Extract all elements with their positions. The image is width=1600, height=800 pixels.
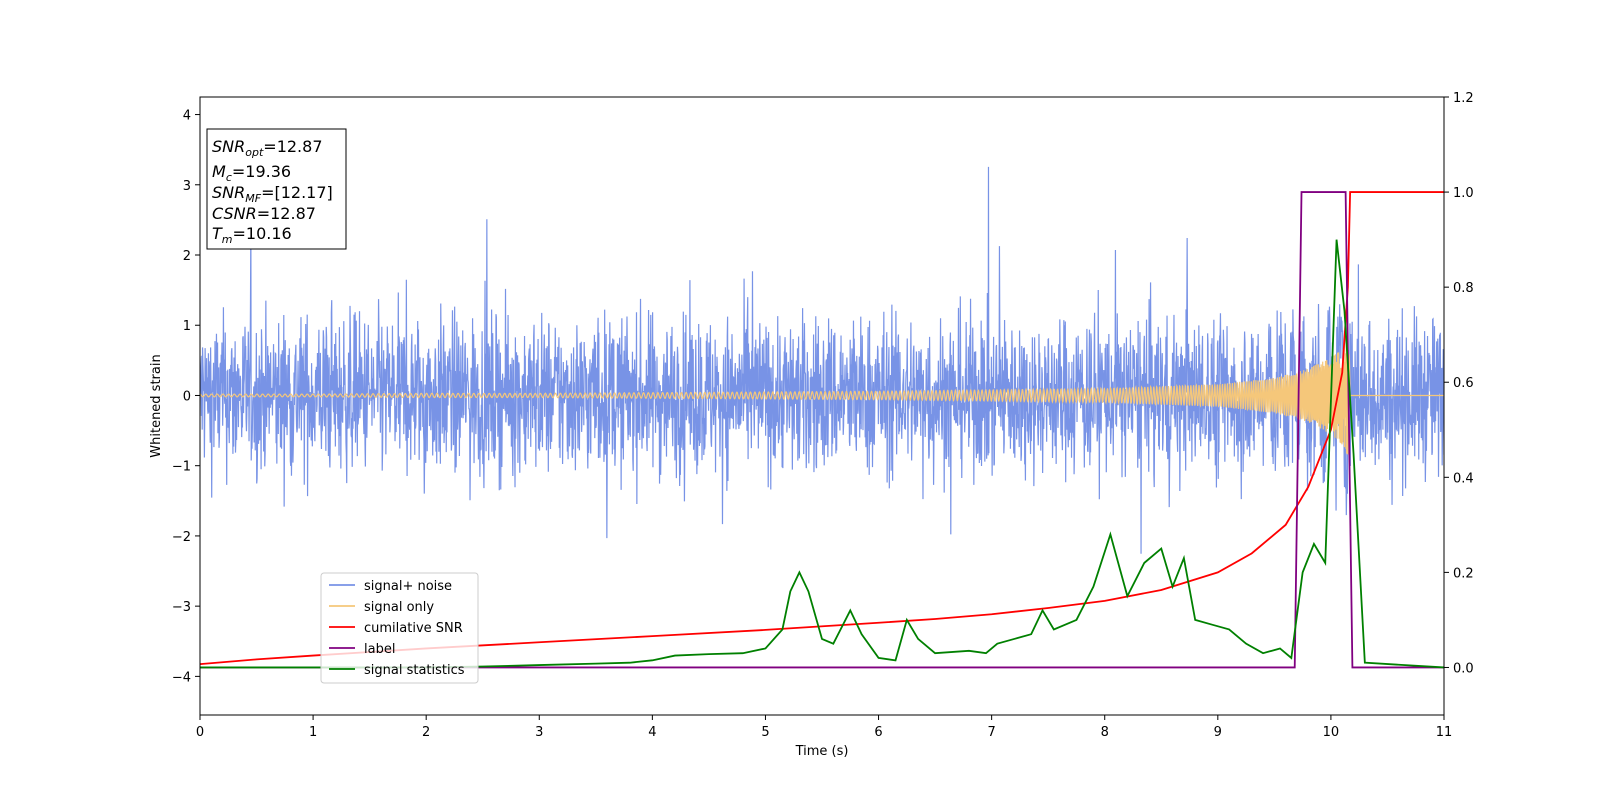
y-left-tick-label: 3 <box>183 179 191 194</box>
series-cumulative-snr <box>200 191 1444 666</box>
x-axis-title: Time (s) <box>795 744 849 759</box>
y-left-tick-label: −4 <box>172 670 191 685</box>
x-tick-label: 9 <box>1214 725 1222 740</box>
legend-entry: cumilative SNR <box>364 621 463 636</box>
legend-entry: signal only <box>364 600 434 615</box>
y-left-tick-label: 2 <box>183 249 191 264</box>
series-signal-noise <box>200 166 1444 554</box>
y-right-tick-label: 0.8 <box>1453 281 1474 296</box>
y-left-tick-label: 4 <box>183 109 191 124</box>
annotation-line: SNRopt=12.87 <box>212 137 323 159</box>
y-right-tick-label: 1.2 <box>1453 91 1474 106</box>
legend-entry: label <box>364 642 395 657</box>
ticks: 0 1 2 3 4 5 6 7 8 9 10 11 −4 −3 −2 −1 0 1 2 3 4 0.0 0.2 0.4 0.6 0… <box>172 91 1474 740</box>
y-right-tick-label: 0.2 <box>1453 566 1474 581</box>
legend: signal+ noise signal only cumilative SNR la… <box>320 572 479 684</box>
y-left-tick-label: 0 <box>183 389 191 404</box>
x-tick-label: 6 <box>874 725 882 740</box>
stats-annotation-box: SNRopt=12.87 Mc=19.36SNRMF=[12.17]CSNR=12… <box>206 128 347 250</box>
legend-frame <box>320 572 479 684</box>
x-tick-label: 1 <box>309 725 317 740</box>
x-tick-label: 4 <box>648 725 656 740</box>
x-tick-label: 11 <box>1436 725 1453 740</box>
y-right-tick-label: 0.6 <box>1453 376 1474 391</box>
x-tick-label: 8 <box>1101 725 1109 740</box>
plot-frame <box>199 96 1445 716</box>
x-tick-label: 2 <box>422 725 430 740</box>
y-left-tick-label: −1 <box>172 460 191 475</box>
y-left-tick-label: 1 <box>183 319 191 334</box>
legend-entry: signal statistics <box>364 663 465 678</box>
x-tick-label: 7 <box>987 725 995 740</box>
x-tick-label: 0 <box>196 725 204 740</box>
y-left-tick-label: −2 <box>172 530 191 545</box>
y-right-tick-label: 0.0 <box>1453 661 1474 676</box>
x-tick-label: 5 <box>761 725 769 740</box>
annotation-line: CSNR=12.87 <box>212 204 316 223</box>
legend-entry: signal+ noise <box>364 579 452 594</box>
x-tick-label: 10 <box>1323 725 1340 740</box>
annotation-line: Tm=10.16 <box>212 224 292 246</box>
annotation-frame <box>206 128 347 250</box>
y-right-tick-label: 0.4 <box>1453 471 1474 486</box>
annotation-line: SNRMF=[12.17] <box>212 183 333 205</box>
annotation-line: Mc=19.36 <box>212 162 291 184</box>
y-axis-title: Whitened strain <box>149 354 164 457</box>
series-signal-statistics <box>200 239 1444 669</box>
x-tick-label: 3 <box>535 725 543 740</box>
series-signal-only <box>200 335 1444 455</box>
y-right-tick-label: 1.0 <box>1453 186 1474 201</box>
series-label <box>200 191 1444 669</box>
plot-area <box>200 166 1444 669</box>
y-left-tick-label: −3 <box>172 600 191 615</box>
